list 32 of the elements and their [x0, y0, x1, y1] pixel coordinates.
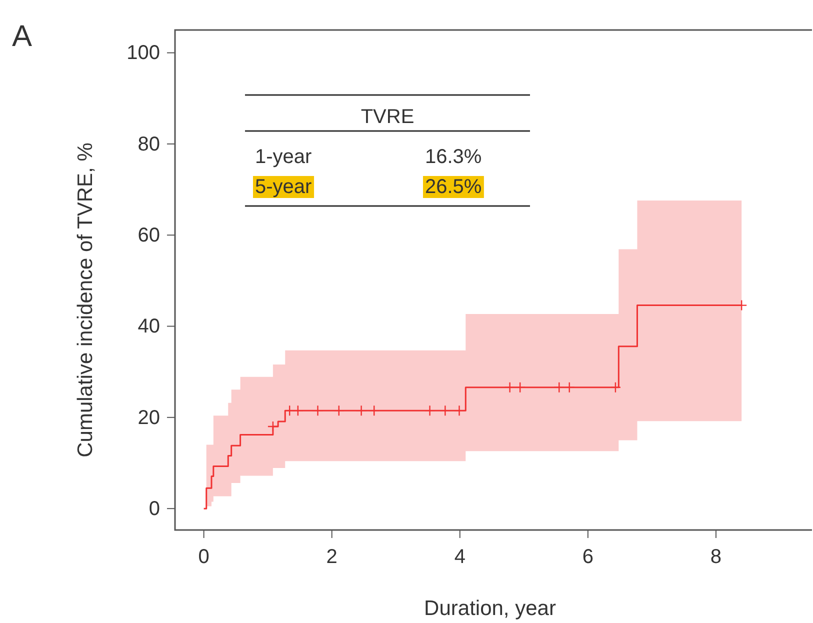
annotation: TVRE — [360, 106, 414, 128]
y-tick-label: 100 — [126, 42, 160, 64]
point — [356, 404, 367, 416]
point — [554, 382, 565, 393]
x-tick-label: 8 — [710, 546, 722, 568]
point — [440, 404, 451, 416]
point — [333, 404, 344, 416]
point — [284, 404, 296, 416]
point — [564, 382, 575, 393]
chart-title: A — [12, 20, 32, 53]
point — [610, 382, 622, 393]
annotation: 1-year — [255, 146, 312, 168]
y-axis-title: Cumulative incidence of TVRE, % — [74, 142, 97, 458]
point — [368, 404, 380, 416]
annotation: 16.3% — [425, 146, 482, 168]
y-tick-label: 60 — [138, 224, 160, 247]
y-tick-label: 20 — [138, 406, 160, 429]
point — [454, 404, 465, 416]
y-tick-label: 40 — [138, 316, 160, 338]
point — [292, 404, 304, 416]
x-axis-title: Duration, year — [424, 597, 556, 620]
x-tick-label: 6 — [582, 546, 594, 568]
x-tick-label: 0 — [198, 546, 210, 568]
x-tick-label: 4 — [454, 546, 466, 568]
y-tick-label: 80 — [138, 133, 160, 156]
point — [514, 382, 526, 393]
point — [267, 420, 279, 432]
point — [424, 404, 436, 416]
point — [504, 382, 516, 393]
point — [312, 404, 324, 416]
y-tick-label: 0 — [148, 498, 160, 520]
x-tick-label: 2 — [326, 546, 338, 568]
